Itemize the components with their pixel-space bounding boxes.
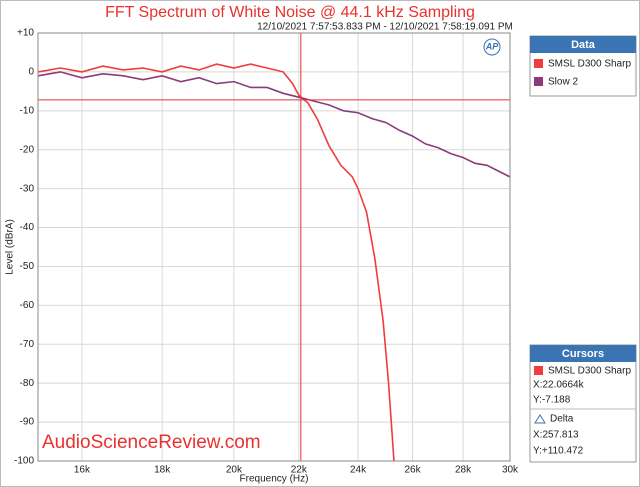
cursor-y-readout: Y:-7.188 bbox=[533, 395, 571, 406]
legend-header bbox=[530, 36, 636, 53]
chart-subtitle: 12/10/2021 7:57:53.833 PM - 12/10/2021 7… bbox=[257, 22, 513, 33]
x-tick-label: 26k bbox=[404, 465, 421, 476]
y-tick-label: -70 bbox=[20, 339, 35, 350]
y-tick-label: -100 bbox=[14, 456, 34, 467]
y-tick-label: -60 bbox=[20, 300, 35, 311]
cursor-header bbox=[530, 345, 636, 362]
plot-background bbox=[38, 33, 510, 461]
legend-swatch bbox=[534, 77, 543, 86]
cursor-panel bbox=[529, 344, 637, 463]
y-tick-label: 0 bbox=[28, 67, 34, 78]
y-axis-label: Level (dBrA) bbox=[5, 219, 16, 275]
delta-icon bbox=[534, 414, 546, 424]
legend: SMSL D300 Sharp Slow 2 bbox=[534, 59, 631, 88]
legend-swatch bbox=[534, 59, 543, 68]
x-tick-label: 20k bbox=[226, 465, 243, 476]
chart-title: FFT Spectrum of White Noise @ 44.1 kHz S… bbox=[105, 4, 475, 21]
cursor-series-swatch bbox=[534, 366, 543, 375]
series-group bbox=[38, 63, 510, 461]
y-tick-label: -80 bbox=[20, 378, 35, 389]
y-tick-label: -10 bbox=[20, 105, 35, 116]
legend-label: Slow 2 bbox=[548, 77, 578, 88]
delta-y: Y:+110.472 bbox=[533, 446, 584, 457]
series-line bbox=[38, 63, 395, 461]
delta-title: Delta bbox=[550, 414, 574, 425]
legend-title: Data bbox=[571, 39, 596, 51]
y-tick-label: +10 bbox=[17, 28, 34, 39]
y-tick-label: -30 bbox=[20, 183, 35, 194]
x-axis-label: Frequency (Hz) bbox=[240, 474, 309, 485]
x-tick-label: 28k bbox=[455, 465, 472, 476]
logo: AP bbox=[485, 41, 499, 51]
x-tick-label: 30k bbox=[502, 465, 519, 476]
cursor-title: Cursors bbox=[562, 348, 604, 360]
cursor-x-readout: X:22.0664k bbox=[533, 380, 585, 391]
y-tick-label: -40 bbox=[20, 222, 35, 233]
plot-area: +10 0 -10 -20 -30 -40 -50 -60 -70 -80 -90 -100 16k 18… bbox=[14, 28, 519, 476]
series-line bbox=[38, 71, 510, 178]
plot-border bbox=[37, 32, 511, 462]
y-tick-label: -90 bbox=[20, 417, 35, 428]
legend-label: SMSL D300 Sharp bbox=[548, 59, 631, 70]
x-tick-label: 24k bbox=[350, 465, 367, 476]
watermark: AudioScienceReview.com bbox=[42, 432, 261, 453]
cursor-series-name: SMSL D300 Sharp bbox=[548, 366, 631, 377]
delta-x: X:257.813 bbox=[533, 430, 579, 441]
x-tick-label: 22k bbox=[291, 465, 308, 476]
x-tick-label: 18k bbox=[154, 465, 171, 476]
y-tick-label: -50 bbox=[20, 261, 35, 272]
y-tick-label: -20 bbox=[20, 144, 35, 155]
x-tick-label: 16k bbox=[74, 465, 91, 476]
logo-ring bbox=[483, 38, 501, 56]
